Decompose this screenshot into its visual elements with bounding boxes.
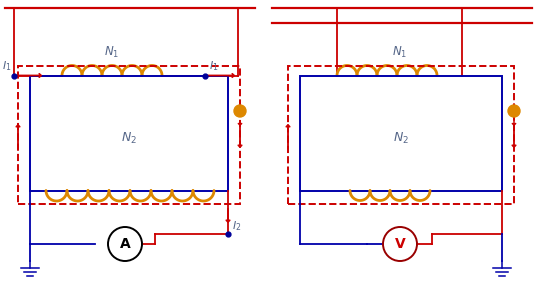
Circle shape — [383, 227, 417, 261]
Circle shape — [508, 105, 520, 117]
Circle shape — [234, 105, 246, 117]
Text: $I_1$: $I_1$ — [209, 59, 219, 73]
Text: $N_2$: $N_2$ — [121, 131, 137, 146]
Text: $I_2$: $I_2$ — [232, 219, 242, 233]
Text: A: A — [120, 237, 131, 251]
Text: $I_1$: $I_1$ — [2, 59, 11, 73]
Text: V: V — [394, 237, 405, 251]
Text: $N_1$: $N_1$ — [104, 44, 120, 59]
Circle shape — [108, 227, 142, 261]
Text: $N_1$: $N_1$ — [392, 44, 407, 59]
Text: $N_2$: $N_2$ — [393, 131, 409, 146]
